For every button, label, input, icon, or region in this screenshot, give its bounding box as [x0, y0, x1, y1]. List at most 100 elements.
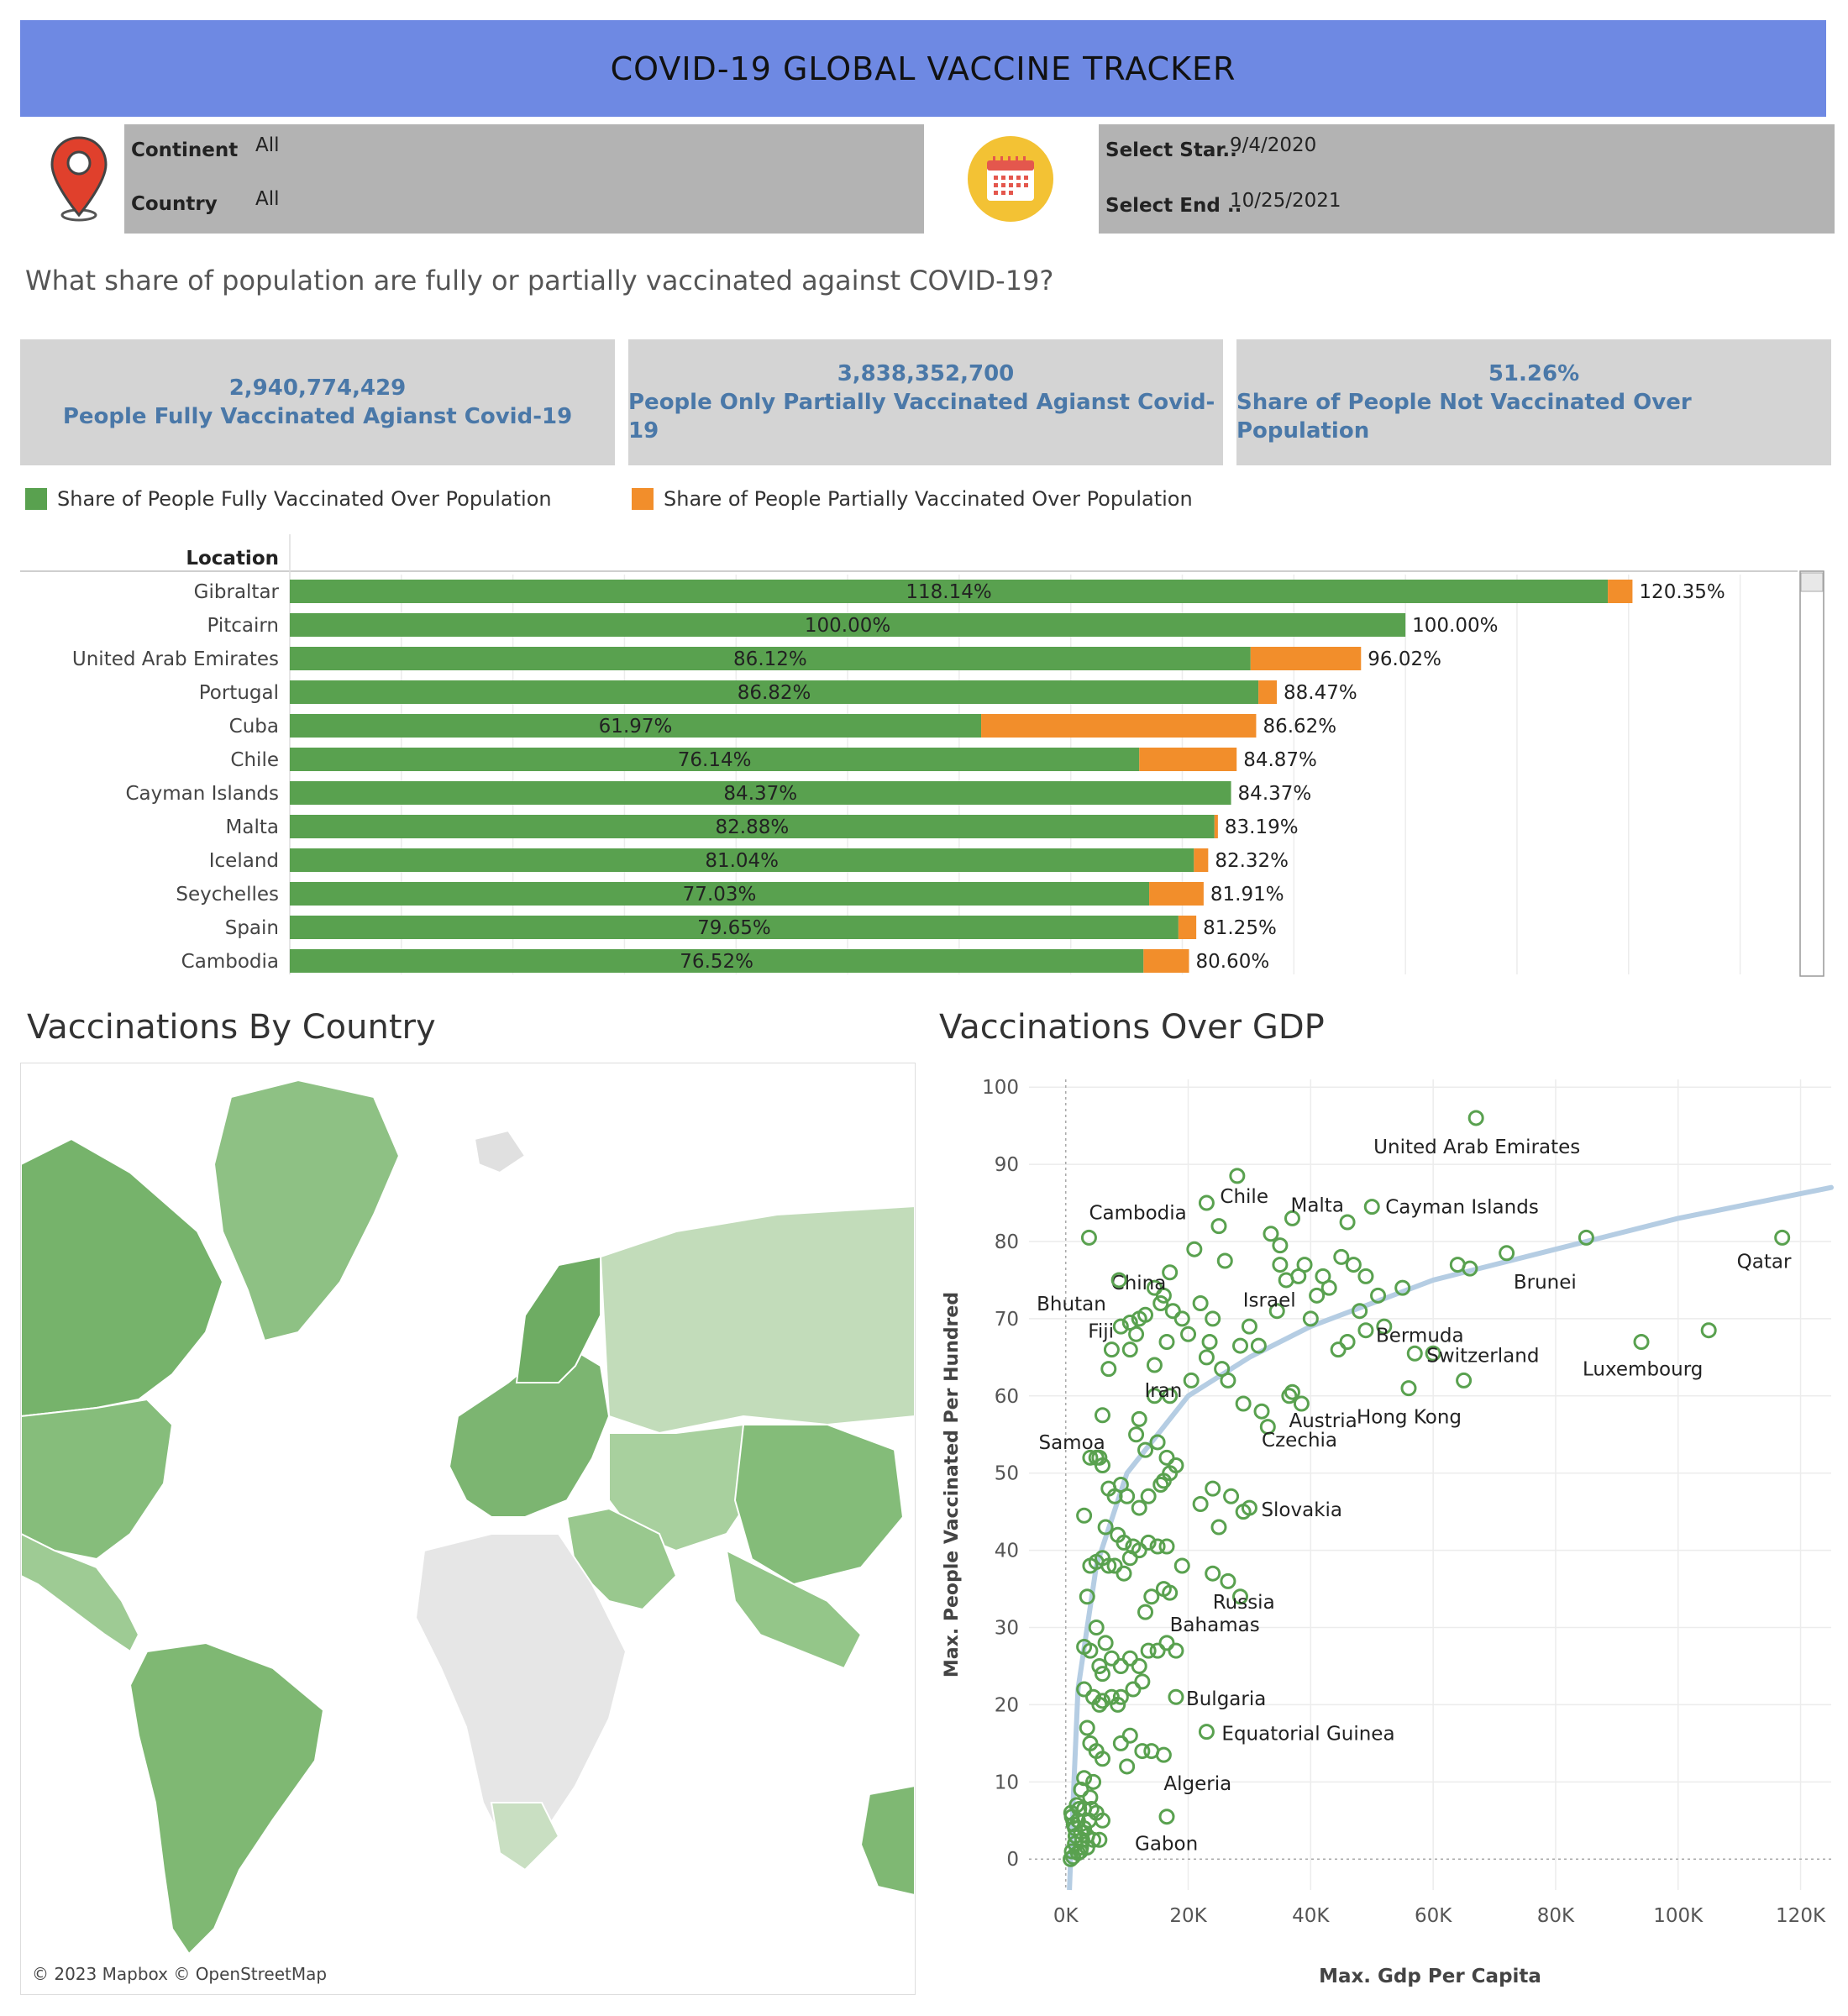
scatter-point[interactable] — [1112, 1657, 1129, 1674]
scatter-point[interactable] — [1333, 1248, 1350, 1265]
scatter-point[interactable] — [1158, 1538, 1175, 1555]
scatter-point[interactable] — [1330, 1341, 1347, 1358]
scatter-point[interactable] — [1250, 1337, 1267, 1354]
scatter-point[interactable] — [1162, 1388, 1179, 1404]
scatter-point[interactable] — [1067, 1828, 1084, 1845]
bar-fully[interactable] — [290, 748, 1140, 771]
scatter-point[interactable] — [1205, 1480, 1221, 1497]
scatter-point[interactable] — [1198, 1349, 1215, 1366]
scatter-point[interactable] — [1320, 1279, 1337, 1296]
bar-fully[interactable] — [290, 580, 1609, 603]
scatter-point[interactable] — [1302, 1310, 1319, 1327]
bar-partial[interactable] — [1214, 815, 1218, 838]
scatter-point[interactable] — [1425, 1345, 1441, 1362]
continent-dropdown[interactable]: All — [255, 134, 280, 156]
scatter-point[interactable] — [1112, 1688, 1129, 1705]
scatter-point[interactable] — [1076, 1681, 1093, 1698]
scatter-point-labeled[interactable] — [1241, 1499, 1257, 1516]
bar-partial[interactable] — [1149, 882, 1204, 906]
scatter-point[interactable] — [1100, 1480, 1117, 1497]
scatter-point[interactable] — [1214, 1361, 1231, 1378]
scatter-point-labeled[interactable] — [1284, 1383, 1300, 1400]
scatter-point-labeled[interactable] — [1253, 1403, 1270, 1420]
scatter-point[interactable] — [1309, 1287, 1326, 1304]
scatter-point[interactable] — [1140, 1488, 1157, 1504]
scatter-point[interactable] — [1088, 1449, 1105, 1466]
scatter-point[interactable] — [1149, 1538, 1166, 1555]
scatter-point[interactable] — [1143, 1588, 1160, 1605]
scatter-point[interactable] — [1268, 1303, 1285, 1320]
scatter-point[interactable] — [1210, 1218, 1227, 1235]
bar-fully[interactable] — [290, 949, 1144, 973]
scatter-point[interactable] — [1223, 1488, 1240, 1504]
scatter-point-labeled[interactable] — [1198, 1194, 1215, 1211]
scatter-point[interactable] — [1073, 1782, 1089, 1798]
scatter-point[interactable] — [1085, 1773, 1102, 1790]
scatter-point[interactable] — [1131, 1657, 1147, 1674]
scatter-point-labeled[interactable] — [1158, 1809, 1175, 1825]
scatter-point[interactable] — [1281, 1388, 1298, 1404]
scatter-point[interactable] — [1158, 1635, 1175, 1651]
scatter-point[interactable] — [1131, 1410, 1147, 1427]
scatter-point[interactable] — [1094, 1693, 1110, 1709]
scatter-point[interactable] — [1220, 1572, 1236, 1589]
scatter-point[interactable] — [1137, 1604, 1154, 1620]
scatter-point-labeled[interactable] — [1146, 1357, 1163, 1373]
scatter-point[interactable] — [1140, 1642, 1157, 1659]
bar-fully[interactable] — [290, 781, 1231, 805]
scatter-point-labeled[interactable] — [1198, 1724, 1215, 1740]
bar-fully[interactable] — [290, 613, 1406, 637]
scatter-point[interactable] — [1082, 1642, 1099, 1659]
scatter-point[interactable] — [1158, 1333, 1175, 1350]
bar-partial[interactable] — [1258, 680, 1278, 704]
scatter-point[interactable] — [1080, 1812, 1097, 1829]
scatter-point[interactable] — [1082, 1449, 1099, 1466]
scatter-point[interactable] — [1578, 1229, 1594, 1246]
end-date-input[interactable]: 10/25/2021 — [1230, 190, 1341, 212]
scatter-point[interactable] — [1134, 1743, 1151, 1760]
scatter-point-labeled[interactable] — [1633, 1333, 1650, 1350]
scatter-point[interactable] — [1180, 1326, 1197, 1342]
scatter-point[interactable] — [1100, 1361, 1117, 1378]
scatter-point[interactable] — [1116, 1565, 1132, 1582]
scatter-point[interactable] — [1097, 1635, 1114, 1651]
scatter-point[interactable] — [1205, 1310, 1221, 1327]
scatter-point[interactable] — [1094, 1751, 1110, 1767]
scatter-point-labeled[interactable] — [1155, 1746, 1172, 1763]
bar-partial[interactable] — [1250, 647, 1362, 670]
scatter-point-labeled[interactable] — [1162, 1584, 1179, 1601]
bar-fully[interactable] — [290, 848, 1194, 872]
scatter-point[interactable] — [1152, 1295, 1169, 1312]
scatter-point[interactable] — [1137, 1306, 1154, 1323]
scatter-point[interactable] — [1134, 1673, 1151, 1690]
scatter-point[interactable] — [1063, 1851, 1079, 1867]
scatter-point[interactable] — [1216, 1252, 1233, 1269]
scatter-point[interactable] — [1091, 1657, 1108, 1674]
scatter-point[interactable] — [1158, 1449, 1175, 1466]
scatter-point[interactable] — [1091, 1831, 1108, 1848]
scatter-point[interactable] — [1094, 1666, 1110, 1683]
scatter-point[interactable] — [1155, 1287, 1172, 1304]
scatter-point[interactable] — [1140, 1534, 1157, 1551]
scatter-point[interactable] — [1146, 1279, 1163, 1296]
scatter-point[interactable] — [1065, 1816, 1082, 1833]
scatter-point[interactable] — [1162, 1465, 1179, 1482]
scatter-point[interactable] — [1272, 1257, 1289, 1273]
bar-fully[interactable] — [290, 815, 1215, 838]
scatter-point[interactable] — [1700, 1322, 1717, 1339]
bar-partial[interactable] — [1178, 916, 1197, 939]
bar-fully[interactable] — [290, 882, 1150, 906]
scatter-point[interactable] — [1232, 1337, 1249, 1354]
scatter-point-labeled[interactable] — [1406, 1345, 1423, 1362]
scatter-point[interactable] — [1079, 1719, 1095, 1736]
scatter-point[interactable] — [1116, 1534, 1132, 1551]
scatter-point[interactable] — [1112, 1318, 1129, 1335]
scatter-point[interactable] — [1088, 1620, 1105, 1636]
scatter-point[interactable] — [1100, 1557, 1117, 1574]
scatter-point-labeled[interactable] — [1168, 1688, 1184, 1705]
scatter-point[interactable] — [1232, 1588, 1249, 1605]
scatter-point[interactable] — [1259, 1419, 1276, 1436]
scatter-point[interactable] — [1456, 1372, 1473, 1389]
scatter-point[interactable] — [1376, 1318, 1393, 1335]
scatter-point-labeled[interactable] — [1162, 1264, 1179, 1281]
